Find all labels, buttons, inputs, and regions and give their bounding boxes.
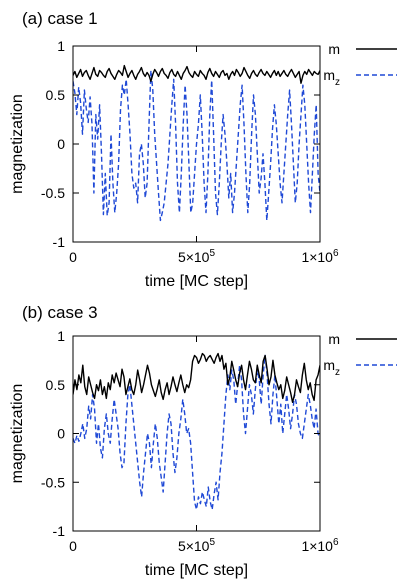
legend-label: mz	[323, 67, 340, 88]
x-axis-label: time [MC step]	[145, 562, 248, 579]
series-line-mz	[73, 354, 320, 511]
x-tick-label: 1×106	[301, 248, 339, 265]
y-tick-label: -0.5	[41, 185, 65, 201]
y-tick-label: -0.5	[41, 474, 65, 490]
x-tick-label: 0	[69, 538, 77, 554]
x-axis-label: time [MC step]	[145, 273, 248, 290]
x-tick-label: 5×105	[178, 537, 216, 554]
x-tick-label: 0	[69, 249, 77, 265]
legend-label: mz	[323, 357, 340, 378]
legend-label: m	[328, 331, 340, 347]
panel-label: (b) case 3	[22, 303, 98, 322]
series-line-m	[73, 64, 320, 84]
x-tick-label: 1×106	[301, 537, 339, 554]
y-tick-label: 0	[57, 426, 65, 442]
plot-frame	[72, 335, 321, 532]
y-axis-label: magnetization	[9, 384, 26, 484]
legend-label: m	[328, 41, 340, 57]
y-tick-label: -1	[53, 234, 66, 250]
y-axis-label: magnetization	[9, 94, 26, 194]
x-tick-label: 5×105	[178, 248, 216, 265]
y-tick-label: -1	[53, 523, 66, 539]
y-tick-label: 0	[57, 136, 65, 152]
y-tick-label: 1	[57, 328, 65, 344]
y-tick-label: 1	[57, 38, 65, 54]
panel-label: (a) case 1	[22, 9, 98, 28]
y-tick-label: 0.5	[46, 87, 66, 103]
series-line-m	[73, 352, 320, 403]
series-line-mz	[73, 69, 320, 222]
y-tick-label: 0.5	[46, 377, 66, 393]
